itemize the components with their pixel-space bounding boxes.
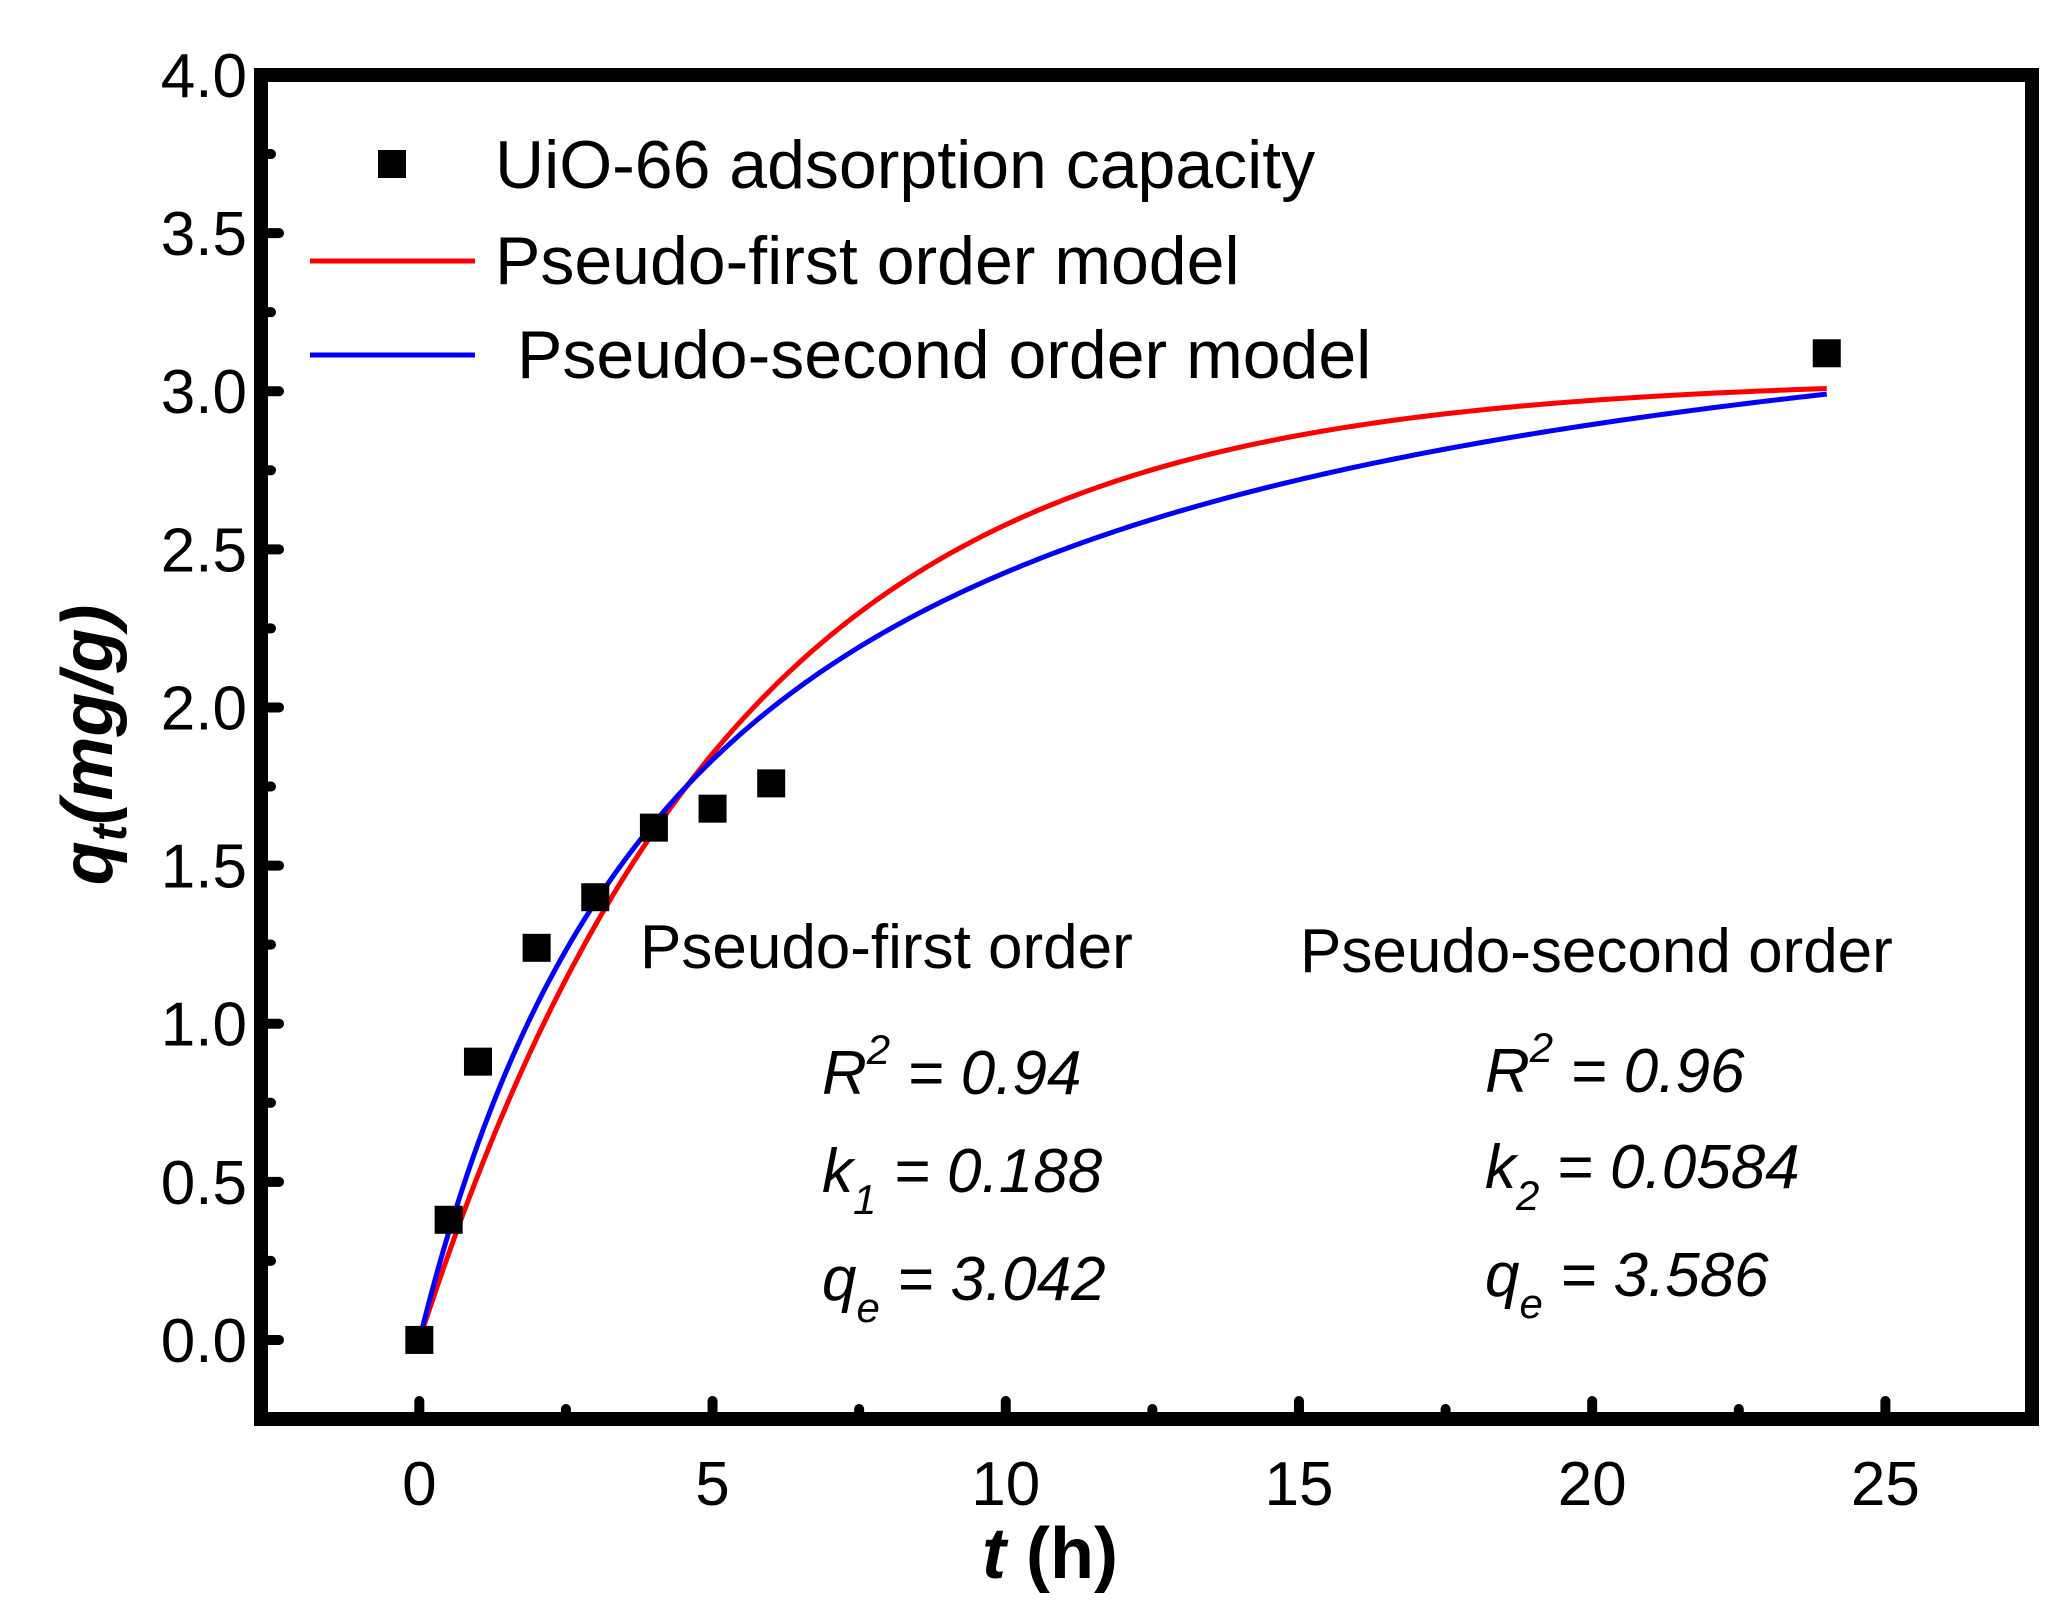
data-point <box>757 769 786 798</box>
data-point <box>463 1047 492 1076</box>
y-tick-label: 1.0 <box>161 991 247 1060</box>
x-tick-label: 10 <box>971 1450 1040 1519</box>
x-tick-label: 15 <box>1264 1450 1333 1519</box>
annotation-r2-second: R2 = 0.96 <box>1485 1024 1745 1106</box>
legend-marker-square <box>378 150 406 178</box>
data-point <box>434 1205 463 1234</box>
annotation-second-order: Pseudo-second order R2 = 0.96 k2 = 0.058… <box>1300 917 1893 1327</box>
data-point <box>581 883 610 912</box>
x-axis-title: t (h) <box>982 1514 1118 1594</box>
y-tick-label: 2.5 <box>161 516 247 585</box>
data-point <box>698 794 727 823</box>
y-tick-label: 2.0 <box>161 674 247 743</box>
annotation-r2-first: R2 = 0.94 <box>822 1026 1081 1108</box>
y-tick-label: 0.0 <box>161 1307 247 1376</box>
y-tick-label: 1.5 <box>161 833 247 902</box>
y-axis-title: qt(mg/g) <box>48 605 137 886</box>
legend-label-data: UiO-66 adsorption capacity <box>495 127 1315 203</box>
legend-label-first-order: Pseudo-first order model <box>495 223 1240 299</box>
data-point <box>1812 339 1841 368</box>
axis-ticks <box>256 70 1891 1424</box>
annotation-k1: k1 = 0.188 <box>822 1137 1103 1223</box>
x-tick-label: 25 <box>1851 1450 1920 1519</box>
data-point <box>639 813 668 842</box>
data-points <box>405 339 1841 1354</box>
x-tick-label: 20 <box>1558 1450 1627 1519</box>
annotation-title-second: Pseudo-second order <box>1300 917 1893 986</box>
annotation-title-first: Pseudo-first order <box>640 913 1133 982</box>
annotation-qe-first: qe = 3.042 <box>822 1245 1106 1331</box>
tick-labels: 0 5 10 15 20 25 0.0 0.5 1.0 1.5 2.0 2.5 3.0 3.5 4.0 <box>161 42 1920 1519</box>
data-point <box>405 1325 434 1354</box>
y-tick-label: 0.5 <box>161 1149 247 1218</box>
annotation-first-order: Pseudo-first order R2 = 0.94 k1 = 0.188 … <box>640 913 1133 1331</box>
y-tick-label: 3.5 <box>161 200 247 269</box>
data-point <box>522 933 551 962</box>
legend-label-second-order: Pseudo-second order model <box>517 317 1371 393</box>
y-tick-label: 3.0 <box>161 358 247 427</box>
annotation-k2: k2 = 0.0584 <box>1485 1133 1800 1219</box>
plot-frame <box>254 68 2039 1426</box>
y-tick-label: 4.0 <box>161 42 247 111</box>
annotation-qe-second: qe = 3.586 <box>1485 1241 1769 1327</box>
x-tick-label: 0 <box>402 1450 436 1519</box>
x-tick-label: 5 <box>695 1450 729 1519</box>
legend: UiO-66 adsorption capacity Pseudo-first … <box>310 127 1371 393</box>
